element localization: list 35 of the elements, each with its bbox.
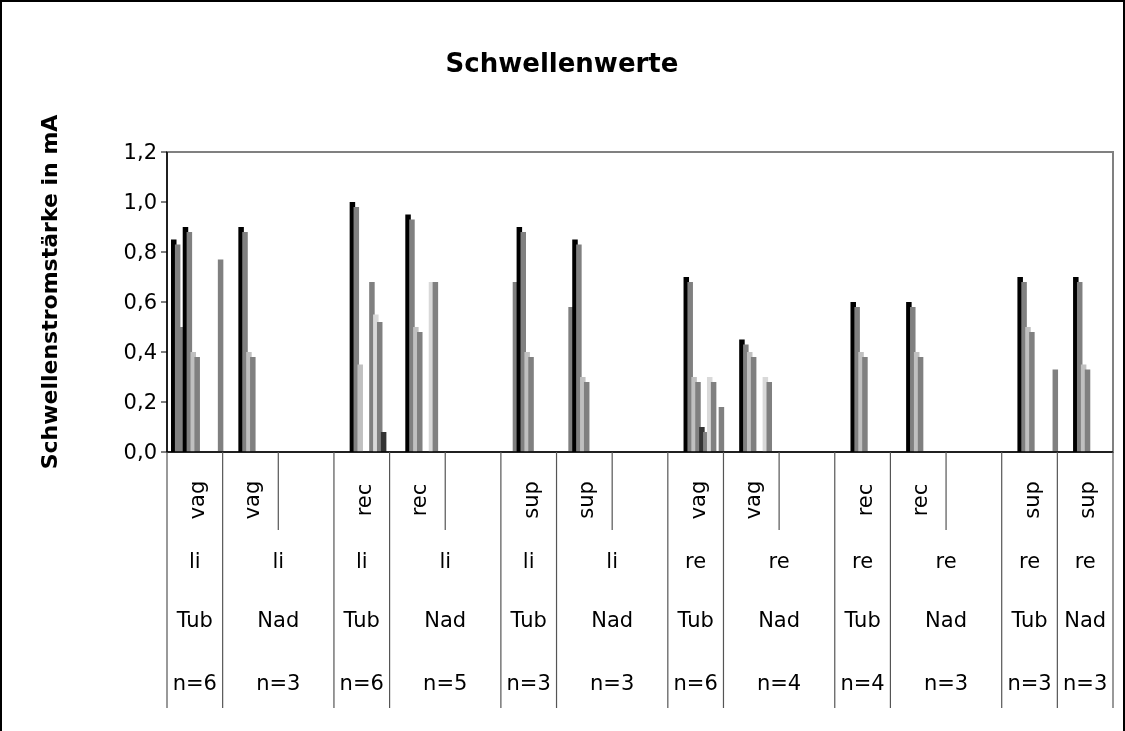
- y-tick-label: 0,8: [123, 240, 157, 265]
- category-label: rec li Tub n=6: [339, 483, 384, 695]
- y-tick-label: 1,0: [123, 190, 157, 215]
- bar: [1029, 332, 1035, 452]
- y-tick-label: 0,0: [123, 440, 157, 465]
- bar: [750, 357, 757, 452]
- bar: [417, 332, 423, 452]
- bar: [194, 357, 200, 452]
- category-label: sup re Nad n=3: [1063, 481, 1108, 695]
- category-label: vag re Nad n=4: [741, 480, 802, 695]
- y-tick-label: 0,6: [123, 290, 157, 315]
- bar: [528, 357, 534, 452]
- bar: [766, 382, 773, 452]
- category-label: sup re Tub n=3: [1007, 481, 1052, 695]
- bar: [217, 259, 224, 452]
- bar: [862, 357, 868, 452]
- category-label: rec re Tub n=4: [840, 483, 885, 695]
- bar: [710, 382, 717, 452]
- y-tick-label: 0,4: [123, 340, 157, 365]
- category-label: rec re Nad n=3: [908, 483, 969, 695]
- bar: [917, 357, 924, 452]
- y-axis-title: Schwellenstromstärke in mA: [37, 114, 62, 470]
- category-label: sup li Tub n=3: [506, 481, 551, 695]
- bar: [432, 282, 439, 452]
- y-tick-label: 0,2: [123, 390, 157, 415]
- bar: [250, 357, 256, 452]
- chart-title: Schwellenwerte: [445, 48, 679, 78]
- y-tick-label: 1,2: [123, 140, 157, 165]
- category-label: sup li Nad n=3: [574, 481, 635, 695]
- bar: [357, 364, 363, 452]
- bar: [583, 382, 590, 452]
- category-label: vag li Nad n=3: [240, 480, 301, 695]
- category-label: vag li Tub n=6: [172, 480, 217, 695]
- category-label: rec li Nad n=5: [407, 483, 468, 695]
- category-label: vag re Tub n=6: [673, 480, 718, 695]
